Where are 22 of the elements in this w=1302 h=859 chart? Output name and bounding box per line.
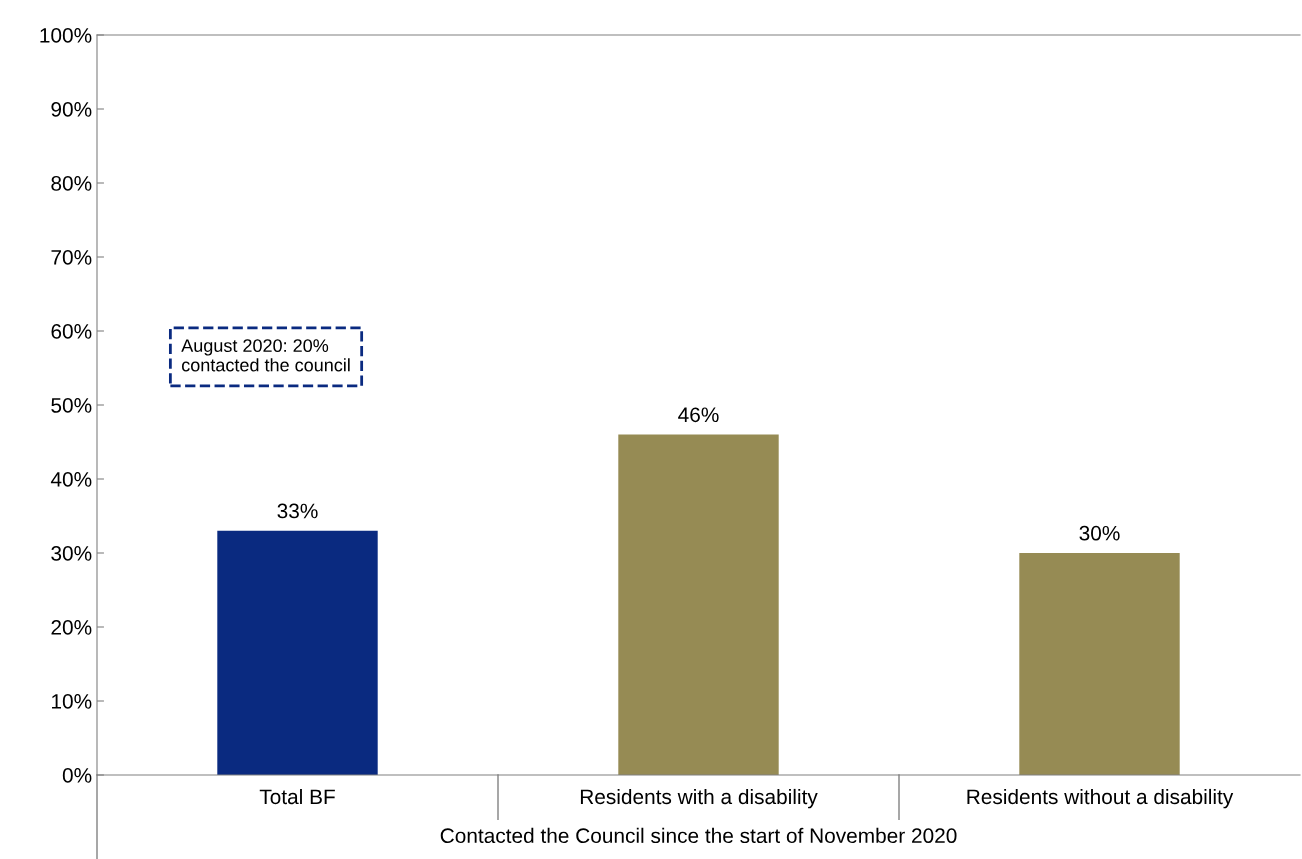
y-tick-label: 30% (51, 546, 92, 561)
y-tick-label: 60% (51, 324, 92, 339)
y-tick-label: 10% (52, 694, 92, 709)
y-tick-label: 70% (51, 250, 92, 265)
y-tick-label: 0% (62, 768, 92, 783)
y-tick-label: 90% (51, 102, 92, 117)
y-tick-label: 80% (51, 176, 92, 191)
x-tick-label: Total BF (259, 788, 335, 805)
y-tick-label: 40% (50, 472, 92, 487)
y-tick-label: 20% (51, 620, 92, 635)
x-tick-label: Residents with a disability (580, 788, 818, 809)
data-label: 33% (277, 503, 318, 519)
bar (217, 530, 378, 775)
annotation: August 2020: 20% contacted the council (181, 339, 350, 372)
bar (618, 434, 779, 775)
x-tick-label: Residents without a disability (967, 788, 1234, 809)
y-tick-label: 100% (40, 28, 92, 43)
x-axis-title: Contacted the Council since the start of November 2020 (440, 827, 957, 844)
bar (1019, 553, 1180, 775)
data-label: 30% (1079, 525, 1120, 541)
data-label: 46% (678, 407, 719, 423)
y-tick-label: 50% (51, 398, 92, 413)
